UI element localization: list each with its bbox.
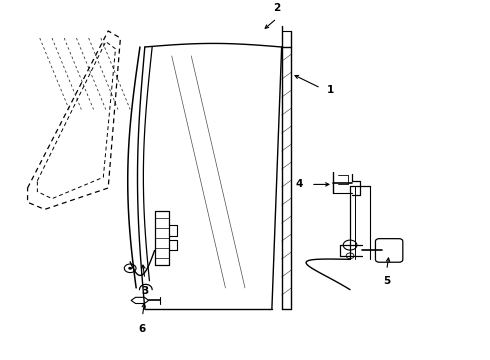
Text: 4: 4 (295, 179, 303, 189)
Text: 5: 5 (383, 276, 391, 287)
Text: 2: 2 (273, 3, 280, 13)
Circle shape (128, 267, 132, 270)
Text: 6: 6 (139, 324, 146, 334)
Text: 3: 3 (141, 286, 148, 296)
FancyBboxPatch shape (375, 239, 403, 262)
Text: 1: 1 (327, 85, 334, 95)
